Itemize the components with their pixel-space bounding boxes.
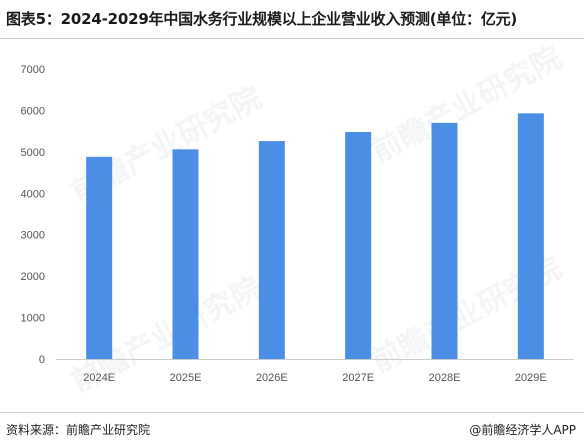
x-tick-label: 2029E — [515, 372, 547, 384]
credit-note: @前瞻经济学人APP — [469, 423, 576, 437]
bar-2028e — [431, 122, 458, 359]
y-tick-label: 3000 — [21, 230, 45, 242]
x-tick-label: 2027E — [342, 372, 374, 384]
x-tick-label: 2025E — [170, 372, 202, 384]
source-note: 资料来源：前瞻产业研究院 — [6, 423, 151, 437]
y-tick-label: 1000 — [21, 313, 45, 325]
y-tick-label: 6000 — [21, 105, 45, 117]
x-tick-label: 2028E — [429, 372, 461, 384]
chart-title: 图表5：2024-2029年中国水务行业规模以上企业营业收入预测(单位：亿元) — [6, 10, 518, 28]
y-tick-label: 5000 — [21, 147, 45, 159]
y-tick-label: 7000 — [21, 64, 45, 76]
footer: 资料来源：前瞻产业研究院 @前瞻经济学人APP — [0, 412, 584, 439]
x-tick-label: 2026E — [256, 372, 288, 384]
bar-2027e — [345, 131, 372, 359]
y-tick-label: 0 — [39, 354, 45, 366]
bar-2029e — [517, 113, 544, 359]
x-tick-label: 2024E — [83, 372, 115, 384]
y-tick-label: 4000 — [21, 188, 45, 200]
bar-2026e — [258, 141, 285, 359]
bar-chart: 0 1000 2000 3000 4000 5000 6000 7000 2024E 2025E 2… — [21, 64, 574, 384]
bar-2025e — [172, 149, 199, 359]
y-tick-label: 2000 — [21, 271, 45, 283]
title-divider — [0, 38, 584, 39]
bar-2024e — [86, 156, 113, 359]
